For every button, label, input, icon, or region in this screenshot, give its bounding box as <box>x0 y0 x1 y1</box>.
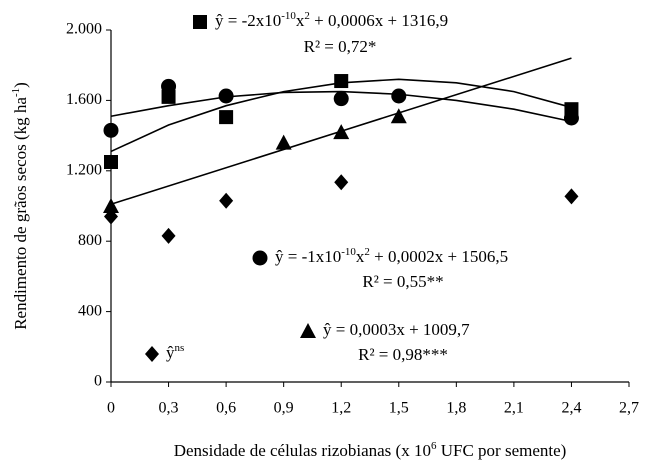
equation-part: R² = 0,55** <box>362 272 443 291</box>
equation-part: ns <box>175 342 185 354</box>
circle-marker <box>563 110 579 126</box>
x-axis-label-part: Densidade de células rizobianas (x 10 <box>174 441 431 460</box>
triangle-marker <box>300 323 316 338</box>
diamond-marker <box>161 227 176 244</box>
equation: R² = 0,55** <box>362 272 443 291</box>
diamond-marker <box>219 192 234 209</box>
equation: ŷ = -2x10-10x2 + 0,0006x + 1316,9 <box>215 10 448 30</box>
y-tick-label: 1.200 <box>66 161 102 178</box>
diamond-marker <box>145 346 159 362</box>
triangle-marker <box>275 134 292 150</box>
equation-part: R² = 0,72* <box>304 37 377 56</box>
y-tick-label: 1.600 <box>66 91 102 108</box>
y-axis-label: Rendimento de grãos secos (kg ha-1) <box>10 82 30 330</box>
diamond-marker <box>334 174 349 191</box>
square-marker <box>193 15 207 29</box>
x-tick-label: 0,9 <box>274 400 294 417</box>
x-tick-label: 0,3 <box>159 400 179 417</box>
x-tick-label: 0,6 <box>216 400 236 417</box>
y-tick-label: 800 <box>78 232 102 249</box>
equation-part: -10 <box>341 246 356 258</box>
equation: R² = 0,72* <box>304 37 377 56</box>
equation-part: + 0,0002x + 1506,5 <box>370 247 508 266</box>
y-axis-label-part: ) <box>11 82 30 88</box>
y-axis-label-part: Rendimento de grãos secos (kg ha <box>11 97 30 330</box>
circle-marker <box>103 122 119 138</box>
square-marker <box>161 89 176 104</box>
equation-part: x <box>296 11 305 30</box>
circle-marker <box>161 78 177 94</box>
circle-marker <box>252 250 268 266</box>
x-axis-label: Densidade de células rizobianas (x 106 U… <box>174 440 567 460</box>
circle-marker <box>333 91 349 107</box>
diamond-marker <box>564 188 579 205</box>
y-tick-label: 400 <box>78 302 102 319</box>
x-tick-label: 2,7 <box>619 400 639 417</box>
x-tick-label: 0 <box>107 400 115 417</box>
square-marker <box>334 74 349 89</box>
fit-line <box>110 78 572 153</box>
x-tick-label: 1,5 <box>389 400 409 417</box>
equation: ŷ = -1x10-10x2 + 0,0002x + 1506,5 <box>275 246 508 266</box>
equation-part: R² = 0,98*** <box>358 345 448 364</box>
equation-part: x <box>356 247 365 266</box>
x-tick-label: 2,1 <box>504 400 524 417</box>
equation: R² = 0,98*** <box>358 345 448 364</box>
triangle-marker <box>390 108 407 124</box>
equation-part: ŷ <box>166 343 175 362</box>
square-marker <box>104 155 118 169</box>
x-tick-label: 1,8 <box>446 400 466 417</box>
y-tick-label: 0 <box>94 373 102 390</box>
triangle-marker <box>333 124 350 140</box>
equation-part: -10 <box>281 10 296 22</box>
equation-part: ŷ = 0,0003x + 1009,7 <box>323 320 470 339</box>
equation-part: ŷ = -1x10 <box>275 247 341 266</box>
triangle-marker <box>103 198 119 213</box>
y-tick-label: 2.000 <box>66 21 102 38</box>
equation: ŷns <box>166 342 184 362</box>
x-tick-label: 1,2 <box>331 400 351 417</box>
y-axis-label-part: -1 <box>10 88 22 97</box>
x-tick-label: 2,4 <box>561 400 581 417</box>
circle-marker <box>218 88 234 104</box>
x-axis-label-part: 6 <box>431 440 437 452</box>
equation-part: + 0,0006x + 1316,9 <box>310 11 448 30</box>
circle-marker <box>391 88 407 104</box>
x-axis-label-part: UFC por semente) <box>436 441 566 460</box>
equation-part: 2 <box>364 246 370 258</box>
diamond-marker <box>104 208 118 225</box>
equation-part: ŷ = -2x10 <box>215 11 281 30</box>
equation-part: 2 <box>304 10 310 22</box>
equation: ŷ = 0,0003x + 1009,7 <box>323 320 470 339</box>
square-marker <box>219 110 234 125</box>
